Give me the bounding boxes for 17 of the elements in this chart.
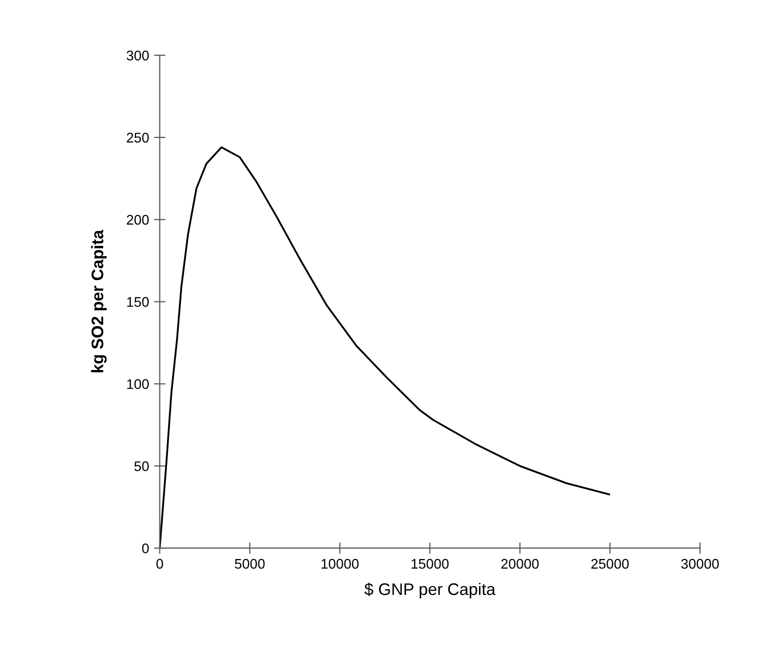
x-axis-title: $ GNP per Capita: [364, 582, 496, 598]
x-tick-label: 15000: [412, 558, 449, 569]
x-tick-label: 5000: [234, 558, 265, 569]
y-tick-label: 250: [126, 132, 149, 143]
y-axis-title: kg SO2 per Capita: [91, 230, 107, 372]
y-tick-label: 100: [127, 379, 149, 390]
y-tick-label: 0: [142, 543, 149, 554]
x-tick-label: 10000: [322, 558, 359, 569]
y-tick-label: 150: [127, 297, 149, 307]
y-tick-label: 50: [134, 461, 149, 472]
y-tick-label: 200: [126, 214, 149, 225]
y-tick-label: 300: [126, 50, 149, 60]
x-tick-label: 25000: [591, 558, 629, 569]
x-tick-label: 20000: [501, 558, 539, 569]
line-series: [160, 146, 610, 548]
x-tick-label: 0: [156, 558, 164, 569]
x-tick-label: 30000: [681, 558, 719, 569]
